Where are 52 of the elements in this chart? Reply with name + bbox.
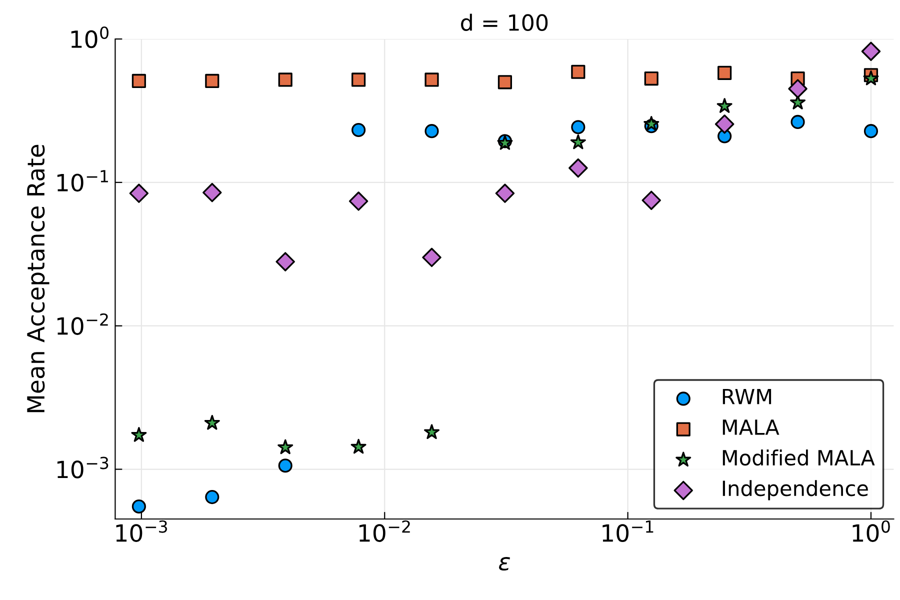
- point: [422, 248, 442, 268]
- point: [570, 134, 586, 150]
- point: [424, 124, 439, 138]
- x-tick-label: 10$^{−2}$: [359, 520, 410, 542]
- legend-label: MALA: [722, 420, 780, 435]
- point: [861, 42, 881, 61]
- point: [205, 490, 220, 504]
- point: [131, 427, 147, 442]
- x-tick-label: 10$^{0}$: [852, 520, 890, 542]
- y-tick-label: 10$^{−3}$: [57, 456, 108, 478]
- point: [644, 72, 658, 86]
- legend-label: RWM: [722, 388, 772, 404]
- point: [276, 252, 295, 272]
- point: [568, 158, 588, 178]
- point: [202, 182, 222, 202]
- point: [424, 72, 439, 87]
- point: [714, 114, 734, 134]
- point: [864, 124, 878, 138]
- point: [424, 424, 440, 440]
- y-tick-label: 10$^{0}$: [71, 26, 108, 48]
- point: [716, 98, 732, 113]
- point: [132, 499, 146, 514]
- x-tick-label: 10$^{−1}$: [602, 520, 654, 542]
- point: [205, 74, 220, 88]
- point: [788, 79, 808, 98]
- point: [348, 192, 368, 211]
- chart-title: d = 100: [461, 14, 548, 31]
- y-tick-label: 10$^{−1}$: [57, 170, 108, 192]
- point: [129, 184, 149, 203]
- point: [642, 190, 661, 210]
- legend-label: Independence: [722, 480, 868, 500]
- point: [204, 414, 220, 430]
- point: [352, 72, 366, 87]
- point: [350, 438, 366, 454]
- point: [571, 64, 586, 79]
- point: [863, 70, 879, 86]
- point: [498, 75, 512, 90]
- x-axis-title: ε: [498, 556, 510, 571]
- y-axis-title: Mean Acceptance Rate: [27, 144, 50, 412]
- point: [571, 120, 586, 134]
- x-tick-label: 10$^{−3}$: [116, 520, 168, 542]
- point: [352, 122, 366, 138]
- point: [790, 114, 805, 129]
- point: [278, 439, 294, 454]
- point: [644, 116, 660, 131]
- legend-label: Modified MALA: [722, 450, 875, 466]
- point: [278, 72, 292, 87]
- point: [132, 74, 146, 88]
- point: [495, 184, 515, 203]
- y-tick-label: 10$^{−2}$: [57, 313, 108, 335]
- point: [718, 66, 732, 80]
- point: [278, 458, 292, 473]
